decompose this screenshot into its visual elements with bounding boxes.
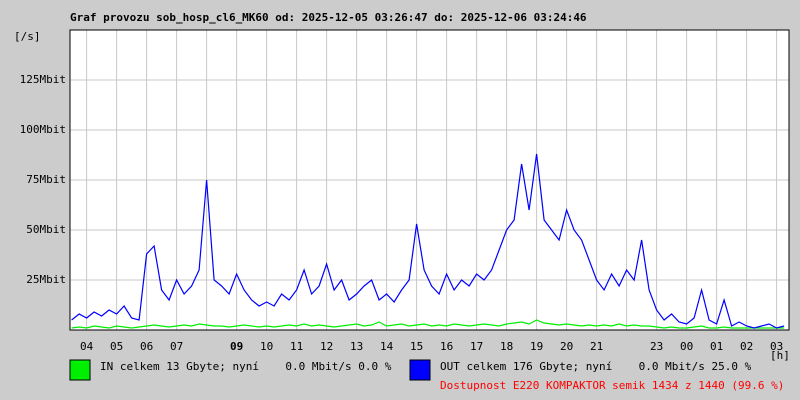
x-tick-label: 07 [170, 340, 183, 353]
plot-border [69, 29, 790, 331]
availability: Dostupnost E220 KOMPAKTOR semik 1434 z 1… [440, 379, 784, 392]
y-tick-label: 100Mbit [20, 123, 66, 136]
x-tick-label: 18 [500, 340, 513, 353]
y-tick-label: 75Mbit [26, 173, 66, 186]
x-tick-label: 02 [740, 340, 753, 353]
x-unit: [h] [770, 349, 790, 362]
x-tick-label: 16 [440, 340, 453, 353]
x-tick-label: 17 [470, 340, 483, 353]
y-tick-label: 25Mbit [26, 273, 66, 286]
x-tick-label: 10 [260, 340, 273, 353]
x-tick-label: 05 [110, 340, 123, 353]
chart-title: Graf provozu sob_hosp_cl6_MK60 od: 2025-… [70, 11, 587, 24]
y-tick-label: 125Mbit [20, 73, 66, 86]
legend-out: OUT celkem 176 Gbyte; nyní 0.0 Mbit/s 25… [440, 360, 752, 373]
x-tick-label: 20 [560, 340, 573, 353]
x-tick-label: 13 [350, 340, 363, 353]
x-tick-label: 03 [770, 340, 783, 353]
x-tick-label: 09 [230, 340, 243, 353]
series-line [71, 153, 785, 329]
x-tick-label: 15 [410, 340, 423, 353]
y-unit: [/s] [14, 30, 41, 43]
y-tick-label: 50Mbit [26, 223, 66, 236]
legend-in: IN celkem 13 Gbyte; nyní 0.0 Mbit/s 0.0 … [100, 360, 392, 373]
x-tick-label: 23 [650, 340, 663, 353]
x-tick-label: 14 [380, 340, 394, 353]
x-tick-label: 21 [590, 340, 603, 353]
x-tick-label: 12 [320, 340, 333, 353]
legend-swatch-out [409, 359, 431, 381]
x-tick-label: 11 [290, 340, 303, 353]
x-tick-label: 06 [140, 340, 153, 353]
x-tick-label: 04 [80, 340, 94, 353]
legend-swatch-in [69, 359, 91, 381]
series-line [71, 319, 785, 329]
x-tick-label: 00 [680, 340, 693, 353]
x-tick-label: 19 [530, 340, 543, 353]
x-tick-label: 01 [710, 340, 723, 353]
